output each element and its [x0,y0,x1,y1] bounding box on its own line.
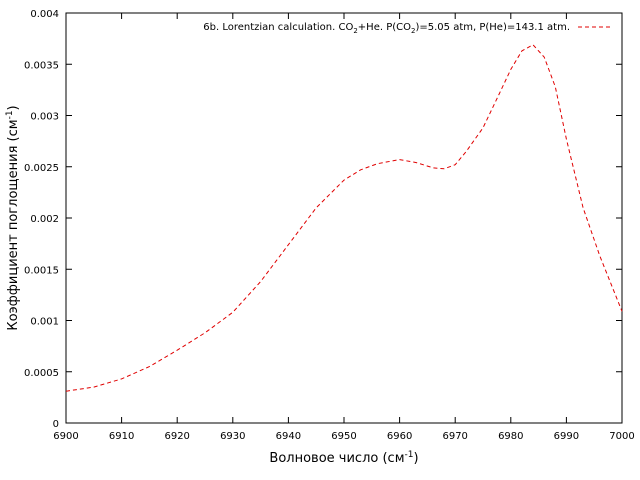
x-axis-title: Волновое число (см-1) [269,450,418,466]
legend: 6b. Lorentzian calculation. CO2+He. P(CO… [203,22,610,35]
x-tick-label: 6990 [554,431,579,442]
y-axis-title: Коэффициент поглощения (см-1) [5,105,21,330]
x-tick-label: 6900 [53,431,78,442]
y-tick-label: 0.001 [30,317,59,328]
x-tick-label: 7000 [609,431,634,442]
series-line [65,44,623,392]
y-tick-labels: 0 0.0005 0.001 0.0015 0.002 0.0025 0.003 0.0035… [24,9,59,430]
y-tick-label: 0 [53,419,59,430]
x-tick-label: 6920 [164,431,189,442]
plot-frame [65,12,623,424]
axis-ticks [65,12,623,424]
legend-label: 6b. Lorentzian calculation. CO2+He. P(CO… [203,22,570,35]
x-tick-label: 6980 [498,431,523,442]
y-tick-label: 0.004 [30,9,59,20]
x-tick-label: 6950 [331,431,356,442]
x-tick-label: 6960 [387,431,412,442]
x-tick-label: 6940 [276,431,301,442]
x-tick-label: 6910 [109,431,134,442]
x-tick-label: 6930 [220,431,245,442]
y-tick-label: 0.002 [30,214,59,225]
y-tick-label: 0.0015 [24,265,59,276]
y-tick-label: 0.0035 [24,60,59,71]
x-tick-label: 6970 [442,431,467,442]
y-tick-label: 0.003 [30,112,59,123]
x-tick-labels: 6900 6910 6920 6930 6940 6950 6960 6970 6980 6990… [53,431,634,442]
y-tick-label: 0.0025 [24,163,59,174]
y-tick-label: 0.0005 [24,368,59,379]
